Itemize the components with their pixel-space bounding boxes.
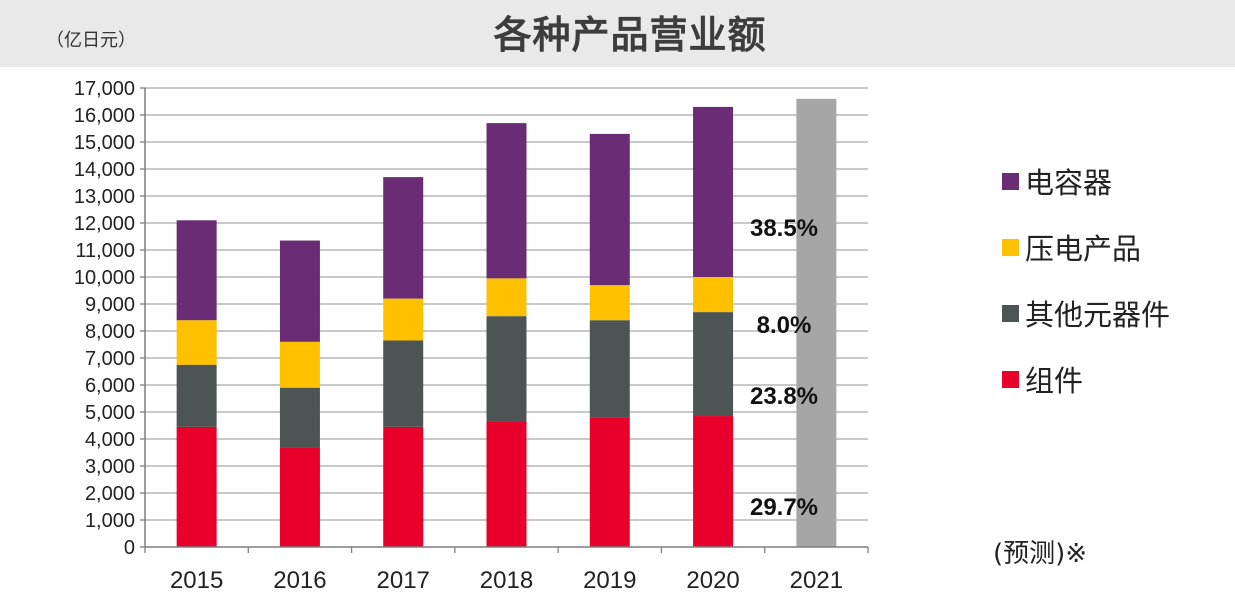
bar-segment	[589, 133, 630, 286]
y-tick-label: 6,000	[85, 375, 135, 397]
forecast-note: (预测)※	[993, 539, 1088, 569]
legend-swatch	[1002, 238, 1019, 256]
x-tick-label: 2016	[273, 567, 326, 594]
legend-label: 压电产品	[1025, 232, 1142, 266]
y-tick-label: 2,000	[85, 483, 135, 505]
y-tick-label: 4,000	[85, 429, 135, 451]
bar-segment	[279, 341, 320, 388]
forecast-bar	[796, 98, 837, 548]
bar-segment	[279, 447, 320, 547]
y-tick-label: 5,000	[85, 402, 135, 424]
bar-segment	[486, 123, 527, 279]
share-annotation: 38.5%	[750, 215, 818, 242]
chart-title: 各种产品营业额	[493, 13, 767, 57]
legend-label: 组件	[1025, 364, 1084, 398]
bar-segment	[383, 426, 424, 547]
legend-swatch	[1002, 304, 1019, 322]
legend: 电容器 压电产品 其他元器件 组件	[1002, 148, 1170, 412]
y-tick-label: 7,000	[85, 348, 135, 370]
annotations: 38.5% 8.0% 23.8% 29.7%	[750, 215, 818, 521]
bar-segment	[383, 177, 424, 299]
y-tick-label: 3,000	[85, 456, 135, 478]
x-tick-label: 2021	[790, 567, 843, 594]
legend-label: 电容器	[1025, 166, 1113, 200]
bar-segment	[589, 320, 630, 418]
y-tick-label: 14,000	[74, 159, 135, 181]
x-tick-label: 2020	[686, 567, 739, 594]
y-tick-label: 16,000	[74, 105, 135, 127]
y-tick-label: 0	[124, 537, 135, 559]
bar-segment	[383, 298, 424, 341]
bar-segment	[279, 387, 320, 448]
legend-label: 其他元器件	[1025, 298, 1171, 332]
bar-segment	[176, 220, 217, 321]
bar-segment	[693, 416, 734, 547]
legend-item-piezo: 压电产品	[1002, 214, 1170, 280]
bar-segment	[176, 426, 217, 547]
x-tick-label: 2019	[583, 567, 636, 594]
y-tick-label: 8,000	[85, 321, 135, 343]
bars	[176, 98, 837, 548]
bar-segment	[693, 312, 734, 417]
legend-item-module: 组件	[1002, 346, 1170, 412]
bar-segment	[176, 320, 217, 365]
bar-segment	[486, 278, 527, 317]
x-tick-label: 2015	[170, 567, 223, 594]
y-tick-label: 11,000	[75, 240, 135, 262]
unit-label: （亿日元）	[46, 30, 136, 51]
bar-segment	[383, 340, 424, 427]
legend-swatch	[1002, 370, 1019, 388]
y-tick-label: 17,000	[74, 78, 135, 100]
bar-segment	[589, 285, 630, 321]
bar-segment	[693, 106, 734, 278]
legend-item-other-components: 其他元器件	[1002, 280, 1170, 346]
y-tick-label: 13,000	[74, 186, 135, 208]
x-tick-label: 2017	[377, 567, 430, 594]
y-tick-label: 12,000	[74, 213, 135, 235]
legend-swatch	[1002, 172, 1019, 190]
bar-segment	[693, 277, 734, 313]
axes	[140, 87, 869, 553]
legend-item-capacitor: 电容器	[1002, 148, 1170, 214]
share-annotation: 8.0%	[757, 312, 812, 339]
bar-segment	[486, 421, 527, 547]
x-tick-label: 2018	[480, 567, 533, 594]
bar-segment	[279, 240, 320, 342]
bar-segment	[486, 316, 527, 422]
share-annotation: 23.8%	[750, 383, 818, 410]
header-bar	[0, 0, 1235, 67]
y-tick-label: 15,000	[74, 132, 135, 154]
bar-segment	[176, 364, 217, 427]
tick-labels: 0 1,000 2,000 3,000 4,000 5,000 6,000 7,000 8,00…	[74, 78, 843, 594]
y-tick-label: 10,000	[74, 267, 135, 289]
bar-segment	[589, 417, 630, 547]
y-tick-label: 9,000	[85, 294, 135, 316]
share-annotation: 29.7%	[750, 494, 818, 521]
y-tick-label: 1,000	[85, 510, 135, 532]
